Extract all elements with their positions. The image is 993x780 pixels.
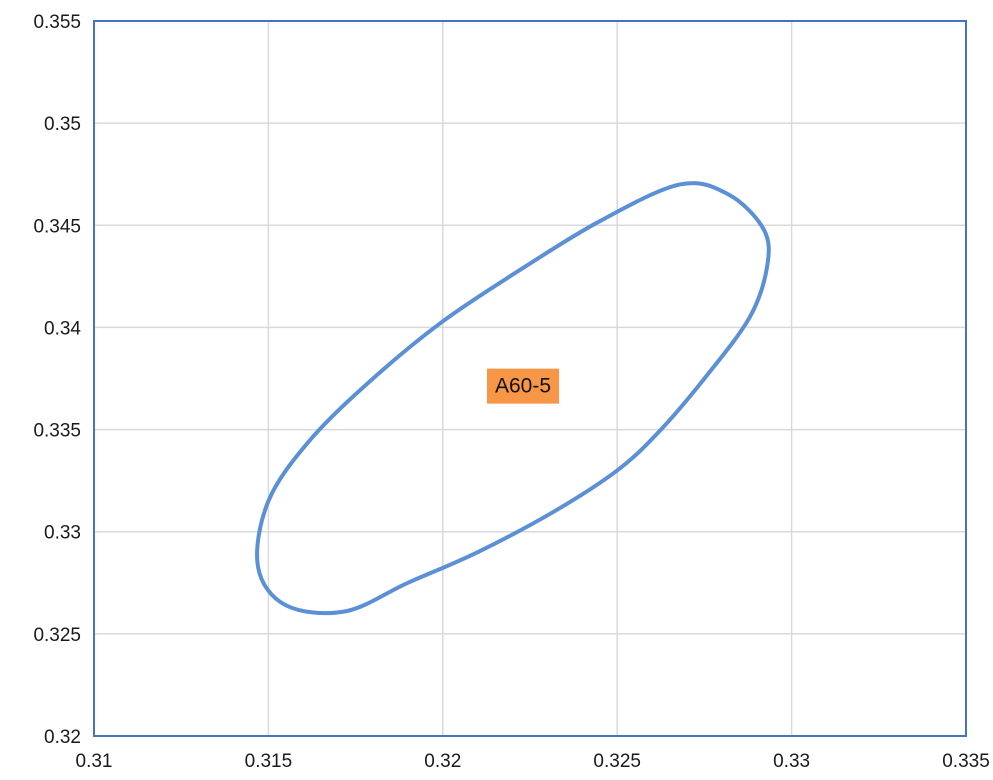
y-axis-tick-labels: 0.32 0.325 0.33 0.335 0.34 0.345 0.35 0.355 [33, 12, 81, 748]
x-tick-label: 0.325 [593, 751, 641, 772]
y-tick-label: 0.355 [33, 12, 81, 33]
x-tick-label: 0.33 [773, 751, 810, 772]
y-tick-label: 0.335 [33, 421, 81, 442]
y-tick-label: 0.35 [44, 114, 81, 135]
annotation-layer: A60-5 [487, 368, 560, 404]
x-tick-label: 0.315 [245, 751, 293, 772]
x-tick-label: 0.335 [942, 751, 990, 772]
y-tick-label: 0.325 [33, 625, 81, 646]
plot-area-frame [93, 20, 967, 737]
x-tick-label: 0.32 [424, 751, 461, 772]
y-tick-label: 0.34 [44, 318, 81, 339]
annotation-label: A60-5 [487, 368, 560, 404]
y-tick-label: 0.32 [44, 727, 81, 748]
x-tick-label: 0.31 [76, 751, 113, 772]
y-tick-label: 0.345 [33, 216, 81, 237]
annotation-text: A60-5 [495, 375, 551, 398]
y-tick-label: 0.33 [44, 523, 81, 544]
annotation-background [487, 368, 560, 404]
series-layer [255, 181, 771, 616]
x-axis-tick-labels: 0.31 0.315 0.32 0.325 0.33 0.335 [76, 751, 990, 772]
ellipse-series-line [255, 181, 771, 616]
